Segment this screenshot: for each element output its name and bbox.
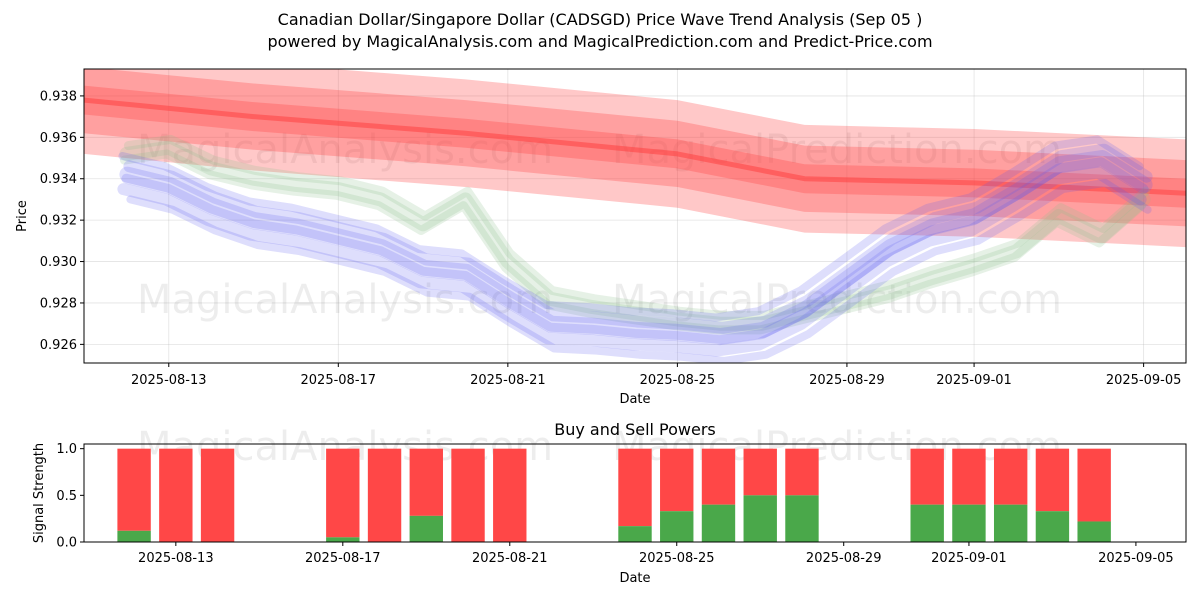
wave-blue-2 [118, 135, 1144, 322]
sell-bar-15 [993, 448, 1028, 505]
buy-bar-13 [910, 504, 944, 542]
sell-bar-6 [451, 448, 485, 542]
wave-green-0 [119, 140, 1151, 331]
buy-bar-16 [1035, 511, 1070, 542]
trend-band-inner [84, 85, 1186, 208]
main-plot-frame [83, 68, 1187, 364]
watermark-prediction-1: MagicalPrediction.com [612, 127, 1062, 173]
buy-bar-5 [409, 515, 443, 542]
sell-bar-17 [1077, 448, 1111, 522]
sell-bar-9 [660, 448, 694, 512]
buy-bar-0 [117, 530, 151, 542]
main-series-group [84, 69, 1186, 363]
watermark-analysis-2: MagicalAnalysis.com [137, 277, 553, 323]
sell-bar-10 [701, 448, 736, 505]
bar-plot-frame [83, 443, 1187, 543]
bar-y-axis-label: Signal Strength [32, 443, 47, 543]
buy-bar-14 [952, 504, 986, 542]
sell-bar-16 [1035, 448, 1070, 512]
wave-blue-0 [123, 143, 1153, 334]
sell-bar-14 [952, 448, 986, 505]
chart-subtitle: powered by MagicalAnalysis.com and Magic… [267, 32, 933, 51]
buy-bar-11 [743, 495, 777, 542]
wave-blue-5 [121, 157, 1149, 346]
main-x-axis-label: Date [619, 392, 650, 407]
main-ytick-label-4: 0.934 [40, 172, 77, 187]
sell-bar-3 [326, 448, 360, 538]
main-xtick-label-3: 2025-08-25 [640, 373, 716, 388]
sell-bar-12 [785, 448, 819, 496]
main-xtick-label-6: 2025-09-05 [1106, 373, 1182, 388]
main-ytick-label-6: 0.938 [40, 89, 77, 104]
sell-bar-4 [367, 448, 402, 542]
bar-xtick-label-6: 2025-09-05 [1098, 551, 1174, 566]
bar-xtick-label-2: 2025-08-21 [472, 551, 548, 566]
main-xtick-label-1: 2025-08-17 [301, 373, 377, 388]
wave-blue-4 [119, 150, 1153, 345]
chart-title: Canadian Dollar/Singapore Dollar (CADSGD… [277, 10, 923, 29]
bar-ytick-label-2: 1.0 [56, 442, 77, 457]
main-ytick-label-1: 0.928 [40, 296, 77, 311]
sell-bar-13 [910, 448, 944, 505]
bar-ytick-label-0: 0.0 [56, 536, 77, 551]
main-y-axis-label: Price [15, 200, 30, 232]
sell-bar-8 [618, 448, 652, 527]
bar-ytick-label-1: 0.5 [56, 489, 77, 504]
main-xtick-label-4: 2025-08-29 [809, 373, 885, 388]
wave-green-1 [123, 134, 1151, 320]
trend-band-outer [84, 69, 1186, 248]
buy-bar-17 [1077, 521, 1111, 542]
buy-bar-8 [618, 526, 652, 542]
buy-bar-3 [326, 537, 360, 542]
wave-blue-1 [117, 166, 1147, 357]
buy-bar-9 [660, 511, 694, 542]
watermark-prediction-2: MagicalPrediction.com [612, 277, 1062, 323]
sell-bar-7 [493, 448, 527, 542]
bar-chart-title: Buy and Sell Powers [554, 420, 716, 439]
main-ytick-label-3: 0.932 [40, 214, 77, 229]
sell-bar-0 [117, 448, 151, 531]
bar-x-axis-label: Date [619, 571, 650, 586]
bar-xtick-label-4: 2025-08-29 [806, 551, 882, 566]
bar-xtick-label-5: 2025-09-01 [931, 551, 1007, 566]
trend-line [84, 97, 1186, 196]
main-ytick-label-2: 0.930 [40, 255, 77, 270]
bar-xtick-label-1: 2025-08-17 [305, 551, 381, 566]
buy-bar-10 [701, 504, 736, 542]
buy-bar-12 [785, 495, 819, 542]
main-ytick-label-5: 0.936 [40, 131, 77, 146]
bar-xtick-label-0: 2025-08-13 [138, 551, 214, 566]
sell-bar-11 [743, 448, 777, 496]
buy-bar-15 [993, 504, 1028, 542]
main-xtick-label-2: 2025-08-21 [470, 373, 546, 388]
sell-bar-5 [409, 448, 443, 516]
wave-blue-3 [126, 178, 1152, 363]
wave-green-2 [119, 149, 1147, 335]
main-ytick-label-0: 0.926 [40, 338, 77, 353]
sell-bar-2 [200, 448, 235, 542]
main-xtick-label-0: 2025-08-13 [131, 373, 207, 388]
bar-xtick-label-3: 2025-08-25 [639, 551, 715, 566]
main-xtick-label-5: 2025-09-01 [936, 373, 1012, 388]
sell-bar-1 [159, 448, 193, 542]
